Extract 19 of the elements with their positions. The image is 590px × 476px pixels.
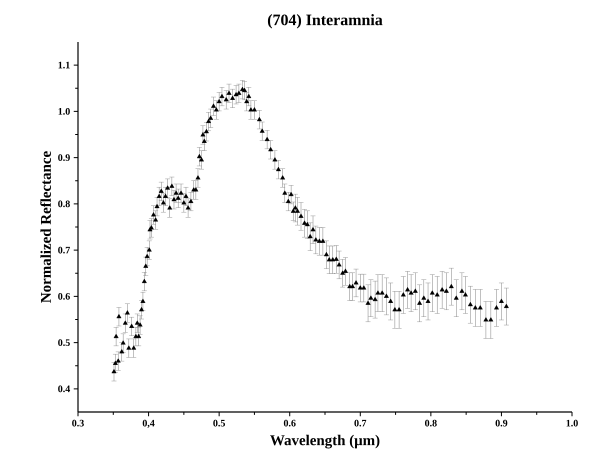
y-tick-label: 1.0 xyxy=(58,108,70,115)
x-tick-label: 0.7 xyxy=(354,420,366,427)
x-tick-label: 0.6 xyxy=(284,420,296,427)
chart-title: (704) Interamnia xyxy=(268,14,383,29)
y-tick-label: 1.1 xyxy=(58,62,70,68)
x-tick-label: 0.3 xyxy=(72,420,84,427)
x-tick-label: 0.8 xyxy=(425,420,437,427)
x-axis-title: Wavelength (μm) xyxy=(270,434,380,448)
x-tick-label: 0.9 xyxy=(496,420,508,427)
x-tick-label: 0.5 xyxy=(213,420,226,427)
y-tick-label: 0.9 xyxy=(58,154,70,162)
x-tick-label: 0,4 xyxy=(142,420,155,428)
y-tick-label: 0.4 xyxy=(58,385,70,392)
x-tick-label: 1.0 xyxy=(566,420,578,427)
y-tick-label: 0.5 xyxy=(58,339,70,346)
y-tick-label: 0.8 xyxy=(58,200,70,208)
y-tick-label: 0.6 xyxy=(58,292,70,300)
y-axis-title: Normalized Reflectance xyxy=(40,151,51,303)
y-tick-label: 0.7 xyxy=(58,246,70,254)
